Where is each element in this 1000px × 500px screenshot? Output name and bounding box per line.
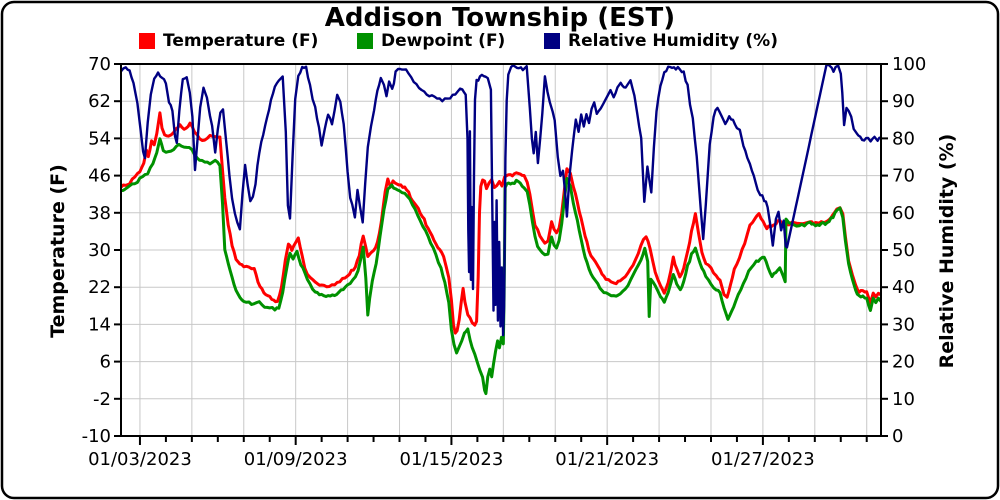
svg-text:10: 10 — [892, 389, 915, 410]
svg-text:62: 62 — [88, 91, 111, 112]
svg-text:01/27/2023: 01/27/2023 — [711, 449, 815, 470]
legend-item-temperature: Temperature (F) — [139, 31, 318, 51]
y-left-tick-labels: -10 -2 6 14 22 30 38 46 54 62 70 — [82, 54, 121, 447]
svg-text:70: 70 — [892, 166, 915, 187]
svg-text:6: 6 — [100, 352, 111, 373]
svg-text:54: 54 — [88, 128, 111, 149]
dewpoint-legend-swatch-icon — [357, 33, 373, 49]
svg-text:38: 38 — [88, 203, 111, 224]
svg-text:20: 20 — [892, 352, 915, 373]
svg-text:01/15/2023: 01/15/2023 — [400, 449, 504, 470]
humidity-legend-swatch-icon — [544, 33, 560, 49]
dewpoint-legend-label: Dewpoint (F) — [381, 31, 506, 51]
svg-text:01/21/2023: 01/21/2023 — [555, 449, 659, 470]
legend-item-humidity: Relative Humidity (%) — [544, 31, 778, 51]
svg-text:90: 90 — [892, 91, 915, 112]
axes: -10 -2 6 14 22 30 38 46 54 62 70 0 10 20 30 40 50 60 70 80 9… — [82, 54, 927, 470]
y-left-axis-title: Temperature (F) — [47, 164, 69, 338]
svg-text:80: 80 — [892, 128, 915, 149]
series-relative-humidity — [121, 64, 881, 337]
svg-text:30: 30 — [892, 314, 915, 335]
svg-text:50: 50 — [892, 240, 915, 261]
temperature-legend-label: Temperature (F) — [163, 31, 319, 51]
series-temperature-f — [121, 111, 881, 335]
series-group — [121, 64, 881, 396]
y-right-axis-title: Relative Humidity (%) — [936, 133, 958, 369]
x-axis-tick-labels: 01/03/2023 01/09/2023 01/15/2023 01/21/2023… — [88, 436, 868, 470]
svg-text:01/03/2023: 01/03/2023 — [88, 449, 192, 470]
grid-lines — [121, 64, 881, 436]
legend-item-dewpoint: Dewpoint (F) — [357, 31, 505, 51]
svg-text:100: 100 — [892, 54, 926, 75]
svg-text:01/09/2023: 01/09/2023 — [244, 449, 348, 470]
svg-text:40: 40 — [892, 277, 915, 298]
svg-text:30: 30 — [88, 240, 111, 261]
temperature-legend-swatch-icon — [139, 33, 155, 49]
series-dewpoint-f — [121, 137, 881, 396]
humidity-legend-label: Relative Humidity (%) — [568, 31, 778, 51]
y-right-tick-labels: 0 10 20 30 40 50 60 70 80 90 100 — [881, 54, 926, 447]
svg-text:60: 60 — [892, 203, 915, 224]
svg-text:46: 46 — [88, 166, 111, 187]
svg-text:22: 22 — [88, 277, 111, 298]
svg-text:0: 0 — [892, 426, 903, 447]
chart-title: Addison Township (EST) — [324, 3, 676, 33]
svg-text:14: 14 — [88, 314, 111, 335]
svg-text:-10: -10 — [82, 426, 111, 447]
svg-text:-2: -2 — [93, 389, 111, 410]
svg-text:70: 70 — [88, 54, 111, 75]
